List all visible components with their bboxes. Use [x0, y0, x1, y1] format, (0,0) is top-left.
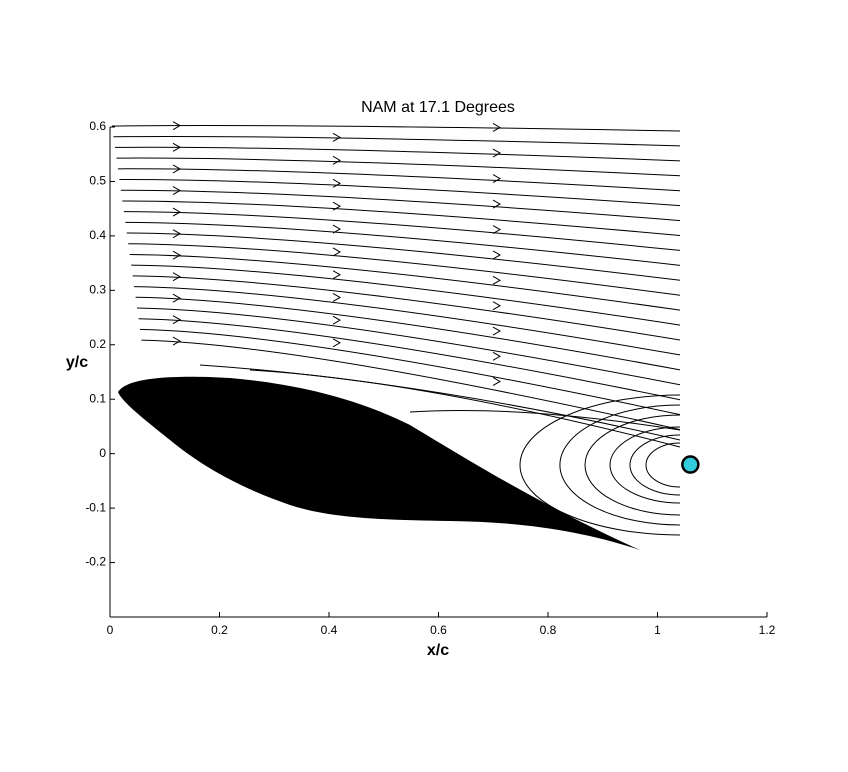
x-tick-label: 0.4 — [321, 623, 338, 637]
x-axis-label: x/c — [427, 642, 449, 659]
arrow — [332, 224, 342, 234]
streamline — [135, 296, 681, 371]
streamline — [129, 253, 681, 311]
streamline — [199, 364, 681, 441]
streamlines — [111, 121, 681, 536]
arrow — [492, 326, 502, 336]
arrow — [172, 142, 182, 152]
arrow — [492, 275, 502, 285]
streamline — [132, 275, 681, 341]
y-tick-label: 0 — [99, 446, 106, 460]
arrow — [332, 293, 342, 302]
x-tick-label: 1 — [654, 623, 661, 637]
arrow — [492, 174, 502, 184]
streamline — [139, 328, 681, 416]
streamline — [125, 221, 681, 266]
streamline — [113, 135, 681, 147]
y-tick-label: 0.5 — [89, 174, 106, 188]
streamline — [122, 200, 681, 236]
arrow — [172, 186, 182, 195]
arrow — [172, 207, 182, 217]
arrow — [332, 132, 342, 142]
streamline — [119, 179, 681, 207]
arrow — [492, 351, 502, 361]
arrow — [492, 301, 502, 311]
streamline — [114, 146, 681, 162]
y-tick-label: 0.6 — [89, 119, 106, 133]
arrow — [332, 155, 342, 165]
arrow — [492, 199, 502, 209]
streamline — [116, 157, 681, 177]
arrow — [172, 121, 182, 131]
arrow — [172, 250, 182, 260]
point — [681, 455, 700, 474]
arrow — [172, 229, 182, 239]
streamline — [128, 243, 681, 296]
streamline — [138, 318, 681, 401]
arrow — [332, 178, 342, 188]
recirculation — [609, 426, 681, 504]
streamline — [123, 211, 681, 251]
arrow — [172, 315, 182, 325]
arrow — [332, 338, 342, 348]
streamline — [120, 189, 681, 222]
chart-title: NAM at 17.1 Degrees — [361, 99, 515, 116]
arrow — [332, 315, 342, 325]
streamline — [131, 264, 681, 326]
arrow — [172, 293, 182, 303]
arrow — [332, 201, 342, 211]
streamline — [134, 286, 681, 356]
arrow — [492, 377, 502, 386]
x-tick-label: 1.2 — [759, 623, 776, 637]
y-tick-label: 0.2 — [89, 337, 106, 351]
arrow — [492, 250, 502, 260]
recirculation — [519, 394, 681, 536]
recirculation — [559, 404, 681, 526]
y-tick-label: -0.2 — [85, 555, 106, 569]
y-axis-label: y/c — [66, 354, 88, 371]
airfoil — [118, 376, 640, 550]
arrow — [492, 123, 502, 132]
recirculation — [645, 442, 681, 488]
streamline — [111, 125, 681, 132]
y-tick-label: 0.4 — [89, 228, 106, 242]
x-tick-label: 0.6 — [430, 623, 447, 637]
recirculation — [584, 414, 681, 516]
y-tick-label: -0.1 — [85, 500, 106, 514]
streamline — [141, 339, 681, 431]
y-tick-label: 0.3 — [89, 283, 106, 297]
recirculation — [629, 434, 681, 496]
arrow — [172, 272, 182, 282]
arrow — [332, 247, 342, 257]
x-tick-label: 0.2 — [211, 623, 228, 637]
arrow — [332, 270, 342, 280]
streamline — [409, 409, 681, 431]
x-tick-label: 0 — [107, 623, 114, 637]
arrow — [492, 225, 502, 234]
x-tick-label: 0.8 — [540, 623, 557, 637]
streamline — [137, 307, 681, 386]
arrow — [492, 148, 502, 158]
arrow — [172, 336, 182, 346]
streamline — [117, 168, 681, 192]
arrow — [172, 164, 182, 174]
y-tick-label: 0.1 — [89, 391, 106, 405]
